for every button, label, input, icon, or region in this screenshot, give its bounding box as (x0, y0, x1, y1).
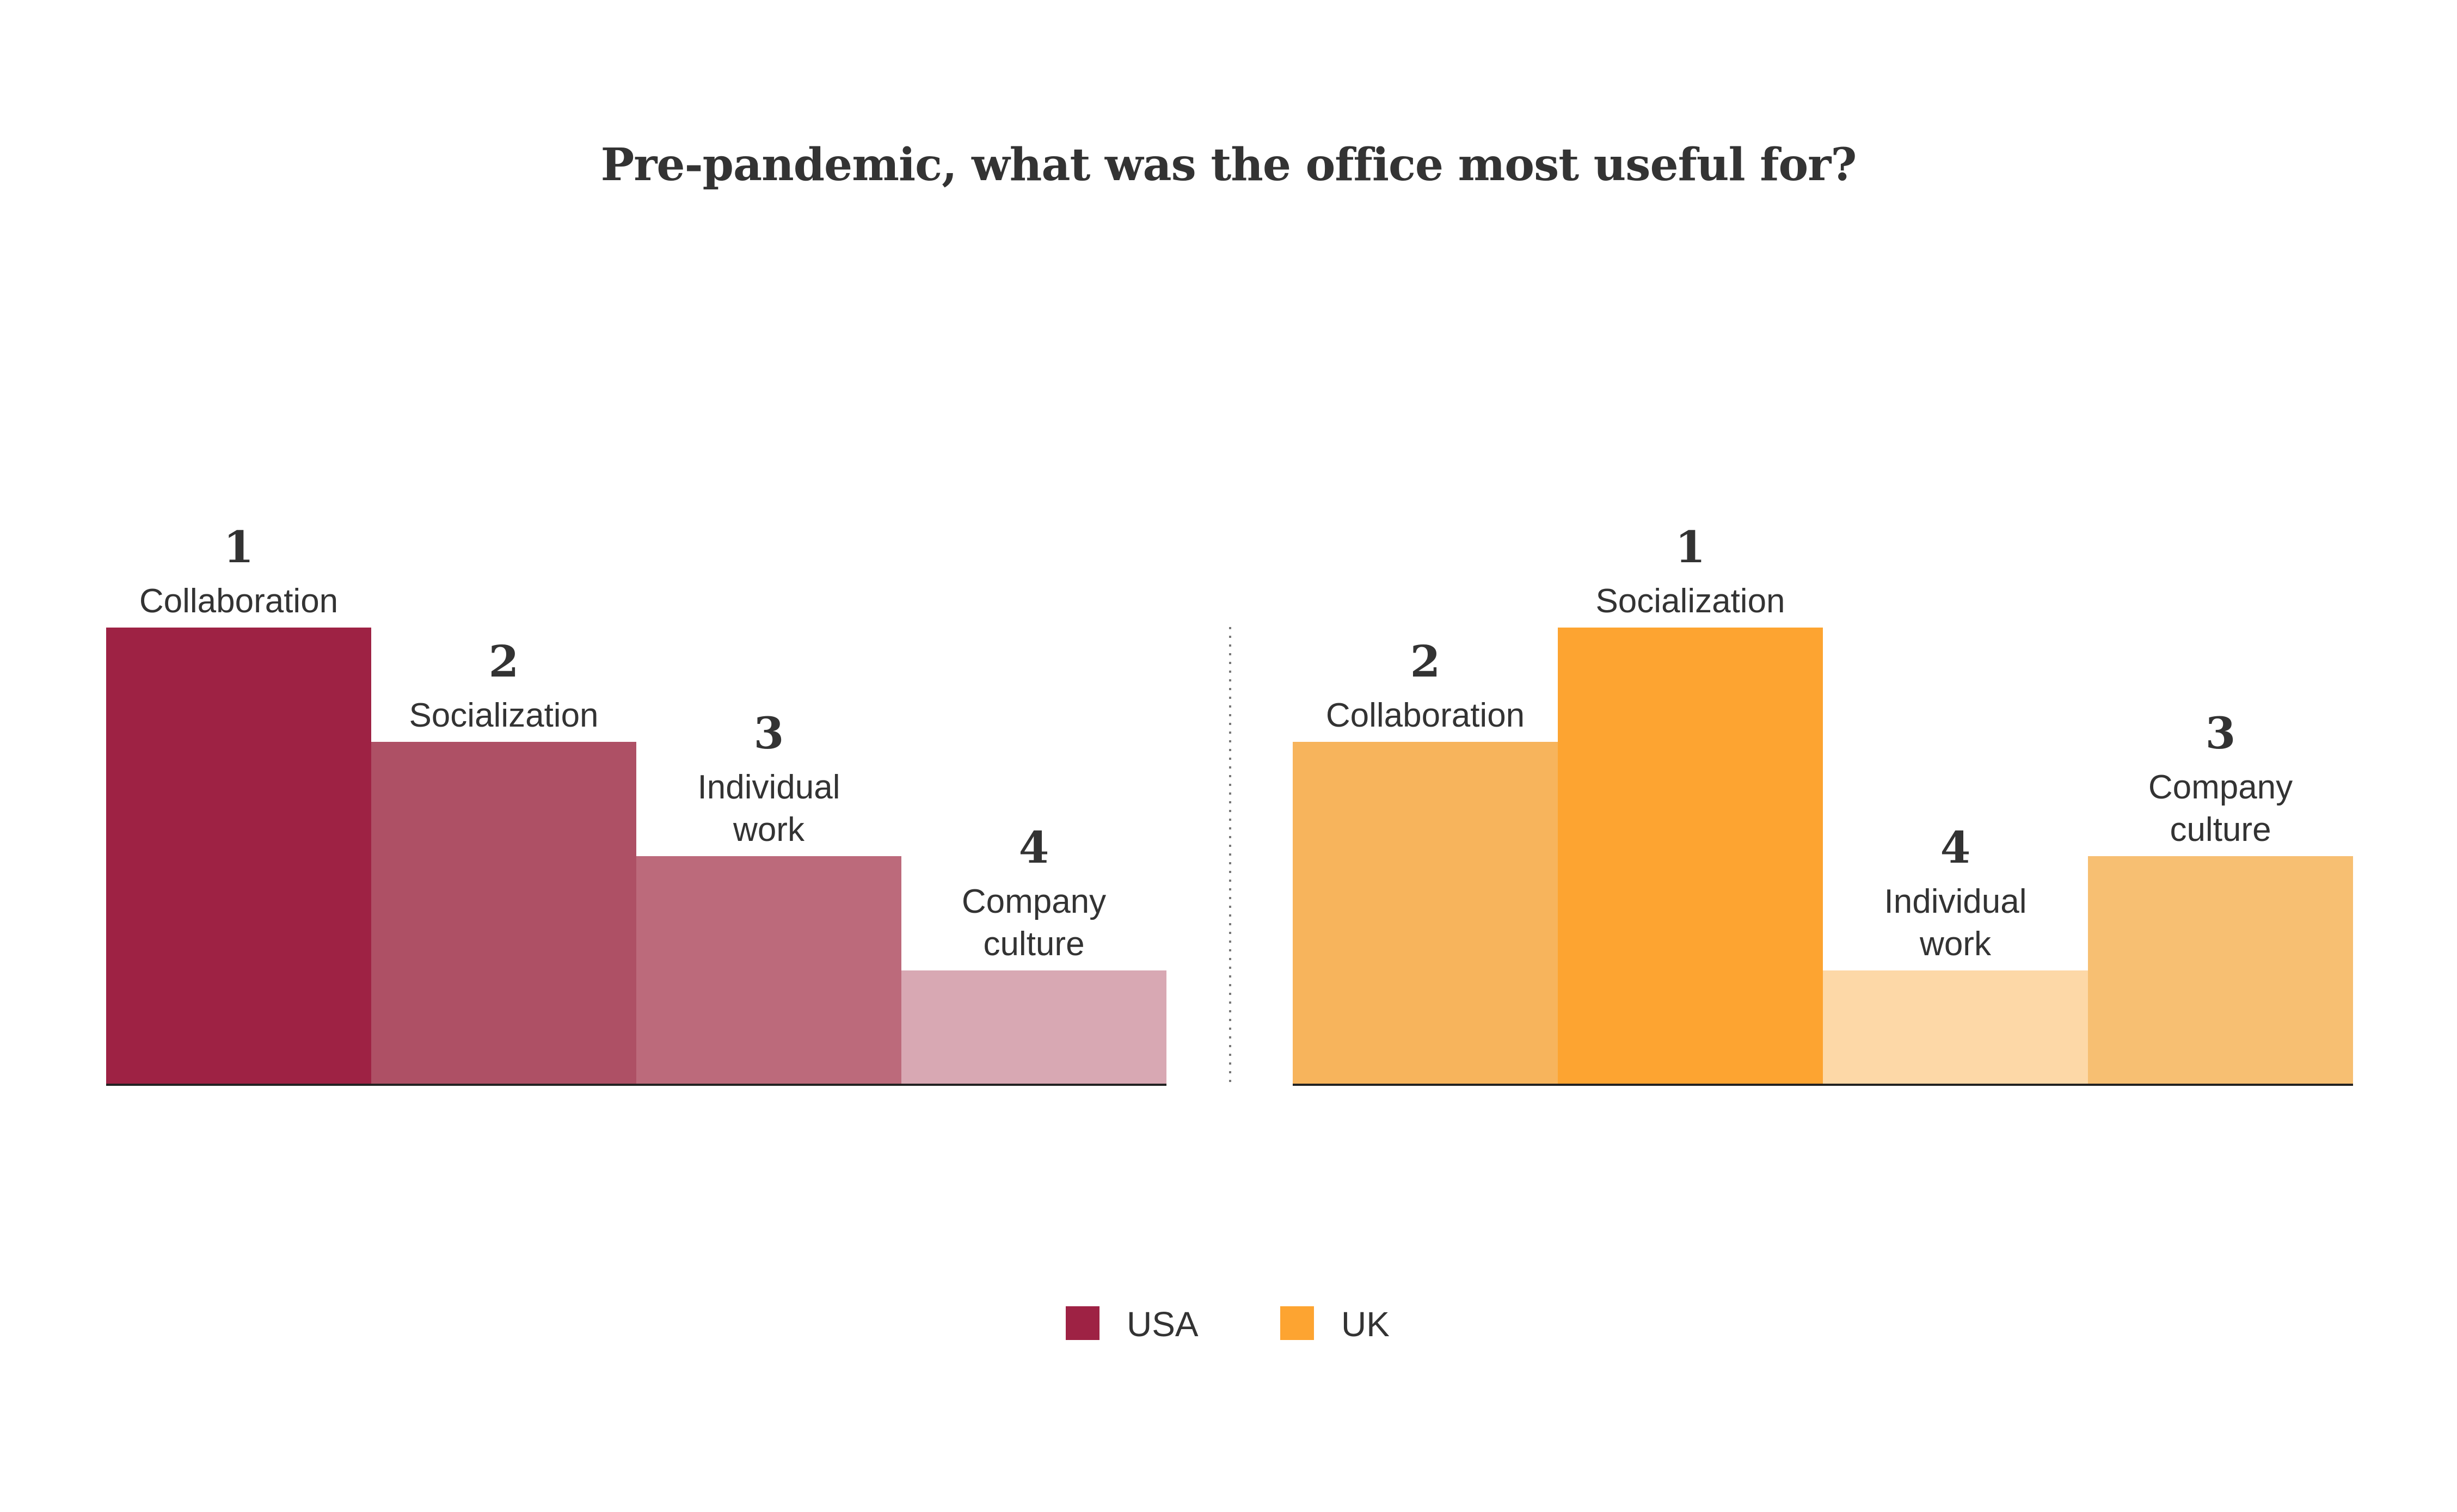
bar-uk-1 (1293, 742, 1558, 1085)
bar-label-uk-2: Socialization (1595, 582, 1785, 620)
bar-label-usa-4: culture (983, 925, 1084, 963)
rank-label-uk-1: 2 (1410, 636, 1441, 687)
bar-label-usa-1: Collaboration (139, 582, 338, 620)
bar-label-uk-1: Collaboration (1326, 697, 1525, 734)
rank-label-uk-2: 1 (1675, 521, 1706, 573)
bar-label-uk-4: Company (2148, 769, 2293, 806)
bar-label-usa-3: work (733, 811, 805, 849)
bar-uk-4 (2088, 856, 2353, 1085)
legend-label-usa: USA (1127, 1305, 1199, 1344)
bar-uk-3 (1823, 970, 2088, 1085)
bar-label-usa-3: Individual (698, 769, 840, 806)
bar-usa-1 (106, 628, 371, 1085)
rank-label-usa-4: 4 (1019, 822, 1049, 873)
legend-swatch-usa (1066, 1306, 1099, 1340)
rank-label-usa-2: 2 (489, 636, 519, 687)
bar-label-usa-4: Company (962, 883, 1106, 920)
rank-label-usa-3: 3 (754, 708, 784, 759)
bar-label-uk-3: work (1919, 925, 1992, 963)
chart-title: Pre-pandemic, what was the office most u… (600, 139, 1857, 191)
legend-swatch-uk (1280, 1306, 1314, 1340)
legend-label-uk: UK (1341, 1305, 1390, 1344)
bar-usa-2 (371, 742, 636, 1085)
rank-label-uk-3: 4 (1940, 822, 1971, 873)
bar-uk-2 (1558, 628, 1823, 1085)
rank-label-uk-4: 3 (2206, 708, 2236, 759)
bar-label-uk-4: culture (2170, 811, 2271, 849)
rank-label-usa-1: 1 (224, 521, 254, 573)
bar-usa-4 (901, 970, 1166, 1085)
bar-usa-3 (636, 856, 901, 1085)
bar-label-uk-3: Individual (1884, 883, 2027, 920)
bar-label-usa-2: Socialization (409, 697, 598, 734)
